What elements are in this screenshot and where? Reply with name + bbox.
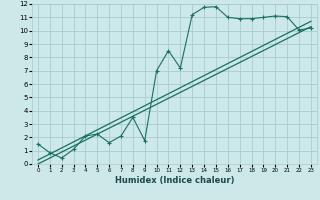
X-axis label: Humidex (Indice chaleur): Humidex (Indice chaleur) <box>115 176 234 185</box>
